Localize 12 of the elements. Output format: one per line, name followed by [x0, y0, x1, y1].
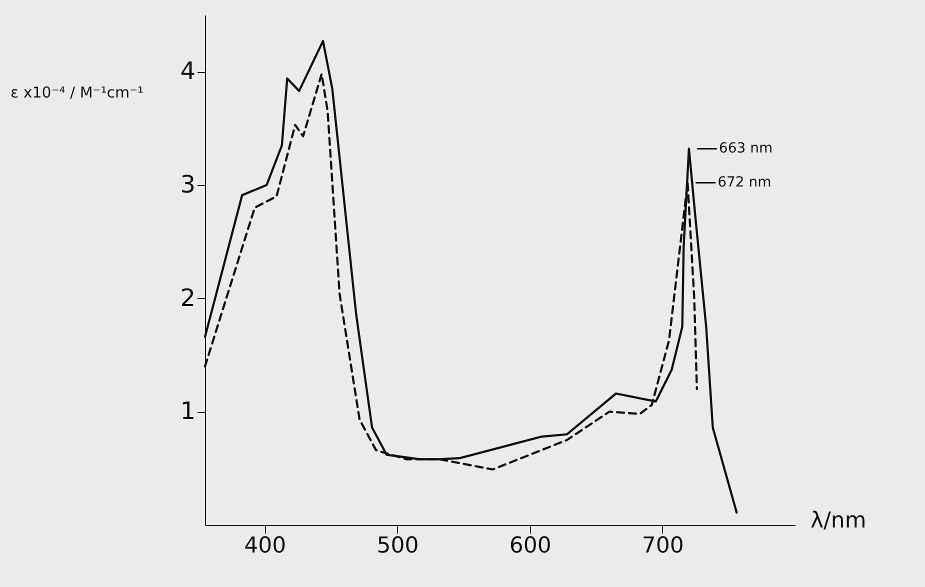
annotation: 663 nm [718, 140, 773, 157]
y-tick-label: 1 [180, 397, 196, 426]
x-tick-label: 500 [376, 534, 419, 558]
y-tick-label: 3 [180, 170, 196, 198]
y-tick-label: 2 [180, 284, 196, 312]
x-axis-title: λ/nm [810, 508, 866, 534]
x-tick-label: 400 [244, 534, 286, 558]
y-axis-title: ε x10⁻⁴ / M⁻¹cm⁻¹ [10, 84, 144, 102]
x-tick-label: 600 [509, 534, 552, 558]
y-tick-label: 4 [180, 57, 196, 86]
x-tick-label: 700 [642, 534, 684, 558]
annotation: 672 nm [718, 174, 772, 191]
